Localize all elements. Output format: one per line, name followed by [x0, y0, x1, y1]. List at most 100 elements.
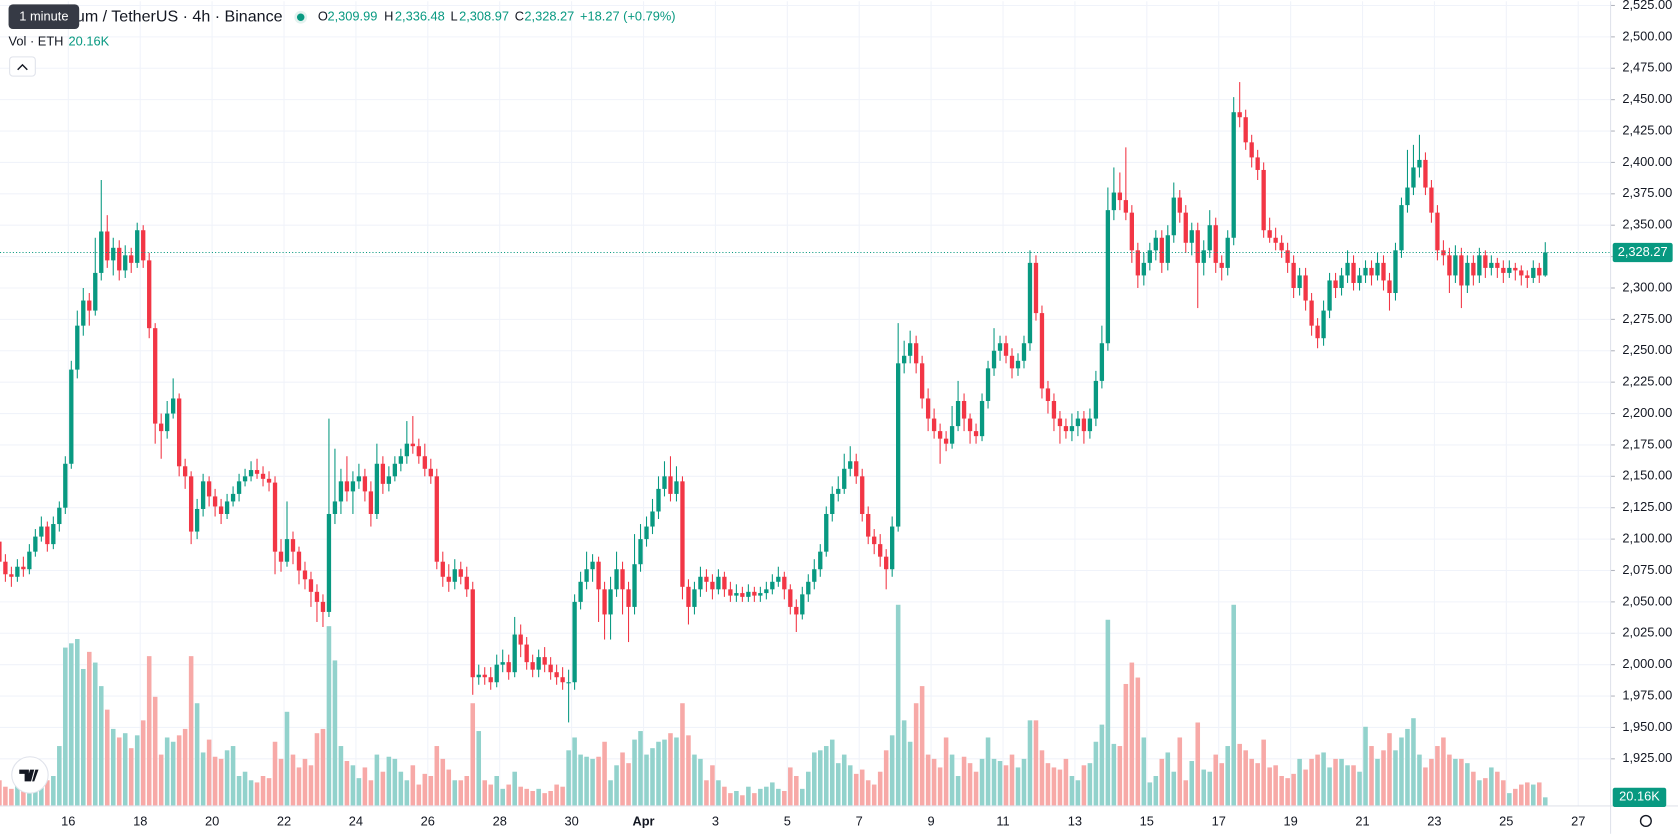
volume-bar [596, 756, 601, 806]
volume-bar [1135, 677, 1141, 806]
volume-bar [686, 735, 691, 806]
volume-bar [1507, 793, 1512, 806]
candle-body [254, 470, 260, 474]
volume-bar [428, 776, 434, 806]
x-tick-label: 30 [564, 813, 578, 828]
volume-bar [1519, 784, 1524, 806]
candle-body [1279, 242, 1284, 251]
candle-body [907, 343, 913, 356]
candle-body [949, 426, 955, 444]
volume-bar [188, 656, 194, 806]
candle-body [644, 526, 649, 540]
candle-body [1063, 426, 1069, 432]
candle-body [117, 247, 122, 271]
volume-bar [284, 711, 290, 806]
volume-bar [506, 784, 511, 806]
volume-bar [140, 720, 146, 806]
candle-body [1147, 250, 1152, 263]
symbol-title[interactable]: Ethereum / TetherUS · 4h · Binance [29, 7, 283, 25]
volume-bar [482, 780, 488, 806]
candle-body [943, 438, 949, 444]
volume-bar [1189, 761, 1195, 806]
candle-body [991, 350, 997, 369]
volume-bar [1207, 771, 1213, 806]
candle-body [248, 470, 254, 477]
volume-bar [1165, 752, 1171, 806]
volume-bar [1291, 773, 1296, 806]
candle-body [200, 481, 206, 509]
candle-body [368, 491, 374, 514]
volume-bar [841, 754, 847, 806]
volume-bar [584, 756, 589, 806]
settings-button[interactable] [1639, 814, 1652, 827]
candle-body [740, 593, 745, 597]
volume-bar [871, 784, 877, 806]
volume-bar [692, 754, 697, 806]
candle-body [446, 576, 451, 582]
y-tick-label: 2,075.00 [1622, 562, 1672, 577]
candle-body [374, 463, 380, 514]
candle-body [123, 255, 128, 271]
volume-bar [530, 790, 535, 806]
candle-body [1417, 159, 1422, 168]
candle-body [1099, 343, 1105, 381]
volume-bar [1081, 765, 1087, 806]
volume-bar [1273, 765, 1278, 806]
volume-bar [1399, 737, 1404, 806]
volume-bar [1249, 758, 1254, 806]
volume-bar [1513, 788, 1518, 806]
volume-bar [608, 780, 613, 806]
volume-bar [901, 720, 907, 806]
candle-body [830, 493, 835, 514]
candle-body [698, 576, 703, 590]
volume-bar [1009, 754, 1015, 806]
y-tick-label: 2,125.00 [1622, 499, 1672, 514]
volume-bar [1039, 750, 1045, 806]
candle-body [542, 657, 547, 665]
candle-body [1039, 313, 1045, 389]
y-tick-label: 2,025.00 [1622, 625, 1672, 640]
volume-bar [386, 756, 392, 806]
candle-body [1237, 112, 1242, 118]
volume-bar [1303, 769, 1308, 806]
candle-body [87, 300, 92, 311]
y-tick-label: 2,175.00 [1622, 436, 1672, 451]
volume-bar [997, 761, 1003, 806]
candle-body [788, 589, 793, 607]
volume-bar [1297, 758, 1302, 806]
candle-body [512, 634, 517, 673]
volume-bar [1453, 758, 1458, 806]
volume-bar [554, 784, 559, 806]
y-tick-label: 2,050.00 [1622, 593, 1672, 608]
volume-bar [656, 741, 661, 806]
volume-bar [356, 778, 362, 806]
volume-bar [230, 746, 236, 806]
volume-bar [674, 737, 679, 806]
volume-bar [542, 793, 547, 806]
candle-body [326, 513, 332, 612]
candle-body [1105, 210, 1111, 344]
candle-body [9, 574, 14, 577]
candle-body [1519, 270, 1524, 276]
candle-body [1051, 400, 1057, 419]
candle-body [218, 506, 224, 514]
volume-bar [949, 754, 955, 806]
candle-body [614, 569, 619, 590]
candle-body [1291, 262, 1296, 288]
candle-body [1495, 262, 1500, 268]
volume-bar [883, 750, 889, 806]
candle-body [1375, 262, 1380, 276]
candle-body [224, 501, 230, 514]
candle-body [800, 594, 805, 615]
candle-body [1411, 167, 1416, 188]
candle-body [284, 539, 290, 562]
candle-body [650, 511, 655, 527]
candle-body [63, 463, 68, 508]
candle-body [536, 657, 541, 670]
candle-body [1081, 418, 1087, 432]
volume-bar [260, 776, 266, 806]
collapse-button[interactable] [9, 56, 36, 77]
volume-bar [452, 780, 458, 806]
volume-bar [446, 769, 452, 806]
candle-body [560, 677, 565, 683]
